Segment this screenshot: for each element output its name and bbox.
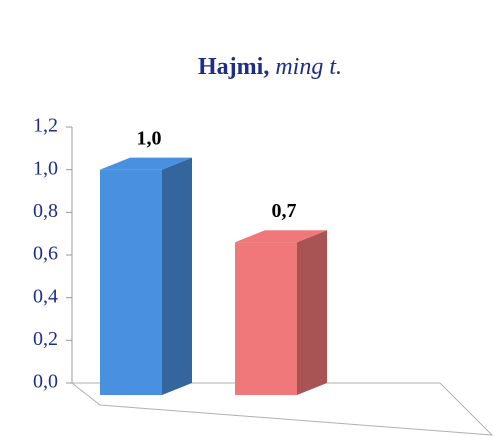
chart-title: Hajmi, ming t. <box>198 54 342 80</box>
bar-front <box>235 242 297 395</box>
y-tick-label: 0,2 <box>33 328 58 350</box>
title-main: Hajmi, <box>198 54 269 80</box>
bar-side <box>162 157 192 395</box>
y-tick-label: 1,2 <box>33 115 58 137</box>
bar <box>235 230 327 395</box>
y-tick-label: 0,6 <box>33 243 58 265</box>
title-unit: ming t. <box>275 54 342 80</box>
y-tick-label: 0,0 <box>33 371 58 393</box>
y-tick-label: 0,8 <box>33 200 58 222</box>
data-label: 0,7 <box>272 200 297 222</box>
bar <box>100 157 192 395</box>
bar-top <box>235 230 327 243</box>
data-label: 1,0 <box>137 127 162 149</box>
y-tick-label: 0,4 <box>33 285 58 307</box>
bar-side <box>297 230 327 395</box>
bar-top <box>100 157 192 170</box>
y-tick-label: 1,0 <box>33 157 58 179</box>
bar-front <box>100 169 162 395</box>
